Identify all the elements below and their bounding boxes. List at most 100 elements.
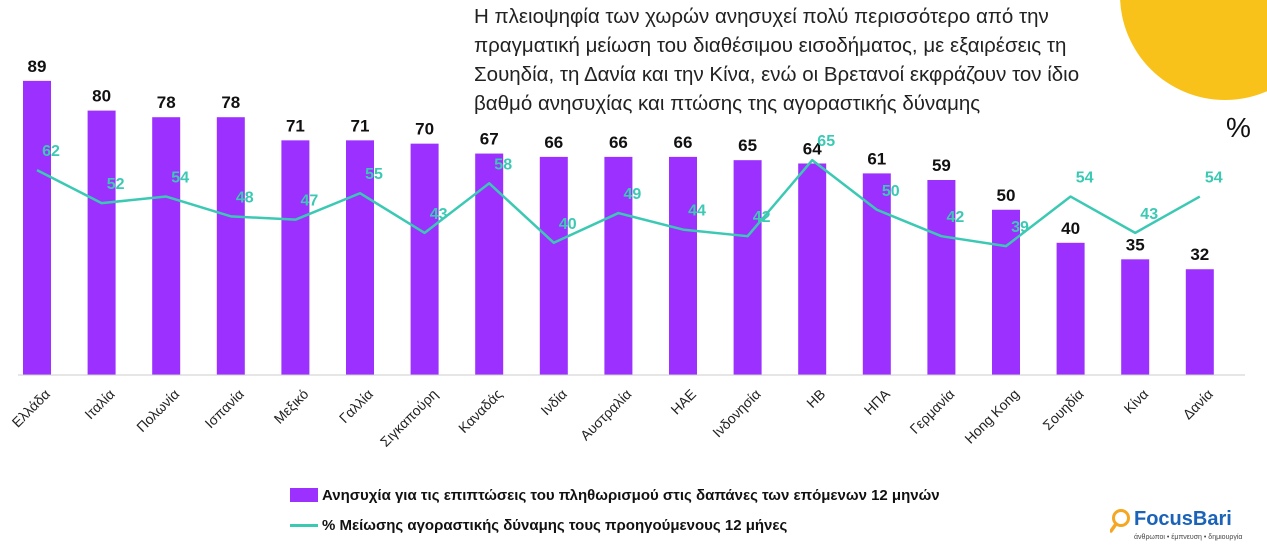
bar	[604, 156, 633, 375]
x-tick-label: Δανία	[1179, 386, 1216, 423]
line-value-label: 52	[107, 176, 125, 193]
x-tick-label: Ινδονησία	[709, 386, 764, 441]
bar-value-label: 78	[221, 93, 240, 112]
bar-value-label: 66	[609, 133, 628, 152]
bar	[475, 153, 504, 375]
bar	[733, 160, 762, 375]
legend-line-swatch	[290, 523, 318, 527]
x-tick-label: Πολωνία	[133, 386, 182, 435]
x-tick-label: Σιγκαπούρη	[377, 386, 441, 450]
subtitle-line: Σουηδία, τη Δανία και την Κίνα, ενώ οι Β…	[474, 63, 1080, 86]
line-value-label: 40	[559, 216, 577, 233]
unit-label: %	[1226, 112, 1251, 143]
bar-value-label: 64	[803, 139, 822, 158]
x-tick-label: ΗΠΑ	[861, 385, 894, 418]
bar	[1185, 269, 1214, 375]
line-value-label: 50	[882, 183, 900, 200]
x-tick-label: Ισπανία	[201, 386, 246, 431]
bar	[992, 209, 1020, 375]
bar-value-label: 66	[544, 133, 563, 152]
subtitle-line: πραγματική μείωση του διαθέσιμου εισοδήμ…	[474, 34, 1067, 57]
bar-value-label: 61	[867, 149, 886, 168]
series-line	[36, 158, 1201, 248]
line-value-label: 44	[688, 203, 706, 220]
bar	[152, 117, 181, 376]
bar-value-label: 65	[738, 136, 757, 155]
line-value-label: 43	[430, 206, 448, 223]
bar	[1056, 242, 1085, 375]
bar	[798, 163, 827, 375]
bar	[346, 140, 374, 375]
legend-bar-label: Ανησυχία για τις επιπτώσεις του πληθωρισ…	[322, 486, 940, 504]
x-tick-label: ΗΑΕ	[667, 386, 699, 418]
line-value-labels: 62 52 54 48 47 55 43 58 40 49 44 42 65 50 42 39 54 43 54	[42, 133, 1223, 236]
line-value-label: 47	[301, 193, 319, 210]
x-tick-label: Γαλλία	[336, 386, 376, 426]
decorative-accent-circle	[1120, 0, 1267, 100]
bar-value-label: 89	[28, 57, 47, 76]
x-tick-labels: Ελλάδα Ιταλία Πολωνία Ισπανία Μεξικό Γαλλία Σι…	[8, 385, 1215, 449]
bar-value-label: 71	[351, 116, 370, 135]
line-value-label: 48	[236, 189, 254, 206]
line-value-label: 54	[1205, 170, 1223, 187]
line-value-label: 42	[753, 209, 771, 226]
legend-item-bar: Ανησυχία για τις επιπτώσεις του πληθωρισ…	[290, 480, 940, 510]
bar-value-label: 50	[997, 186, 1016, 205]
line-value-label: 62	[42, 143, 60, 160]
legend: Ανησυχία για τις επιπτώσεις του πληθωρισ…	[290, 480, 940, 540]
bar-value-label: 70	[415, 120, 434, 139]
legend-line-label: % Μείωσης αγοραστικής δύναμης τους προηγ…	[322, 516, 788, 534]
subtitle-line: βαθμό ανησυχίας και πτώσης της αγοραστικ…	[474, 92, 981, 115]
bar-value-label: 35	[1126, 235, 1145, 254]
bar	[87, 110, 116, 375]
x-tick-label: Κίνα	[1121, 386, 1152, 417]
bar-value-label: 40	[1061, 219, 1080, 238]
bar-value-label: 80	[92, 87, 111, 106]
line-value-label: 39	[1011, 219, 1029, 236]
x-tick-label: Αυστραλία	[577, 386, 635, 444]
legend-bar-swatch	[290, 488, 318, 502]
bar-value-label: 67	[480, 130, 499, 149]
focusbari-logo: FocusBari άνθρωποι • έμπνευση • δημιουργ…	[1110, 506, 1260, 550]
bar	[216, 117, 245, 376]
bar-value-label: 66	[674, 133, 693, 152]
x-tick-label: Ιταλία	[81, 386, 117, 422]
bar-value-label: 71	[286, 116, 305, 135]
x-tick-label: Σουηδία	[1039, 386, 1086, 433]
line-value-label: 43	[1140, 206, 1158, 223]
line-value-label: 55	[365, 166, 383, 183]
bar	[539, 156, 568, 375]
bar-series	[23, 80, 1214, 376]
bar-value-label: 78	[157, 93, 176, 112]
x-tick-label: Γερμανία	[906, 386, 957, 437]
bar	[862, 173, 891, 375]
x-tick-label: Ελλάδα	[8, 386, 53, 431]
x-tick-label: Καναδάς	[455, 386, 505, 436]
x-tick-label: Ινδία	[537, 386, 569, 418]
logo-name: FocusBari	[1134, 508, 1232, 530]
x-tick-label: Μεξικό	[271, 386, 312, 427]
chart-subtitle: Η πλειοψηφία των χωρών ανησυχεί πολύ περ…	[474, 2, 1154, 118]
line-value-label: 54	[1076, 170, 1094, 187]
x-tick-label: ΗΒ	[803, 386, 828, 411]
bar	[281, 140, 310, 375]
bar	[669, 156, 697, 375]
line-value-label: 65	[817, 133, 835, 150]
bar	[23, 80, 51, 375]
line-value-label: 49	[624, 186, 642, 203]
legend-item-line: % Μείωσης αγοραστικής δύναμης τους προηγ…	[290, 510, 940, 540]
x-tick-label: Hong Kong	[961, 386, 1022, 447]
bar	[410, 143, 439, 375]
line-value-label: 42	[947, 209, 965, 226]
logo-tagline: άνθρωποι • έμπνευση • δημιουργία	[1134, 534, 1243, 541]
bar-value-label: 59	[932, 156, 951, 175]
bar-value-label: 32	[1190, 245, 1209, 264]
magnifier-icon	[1110, 509, 1130, 533]
line-series	[36, 158, 1201, 248]
bar	[927, 180, 956, 375]
subtitle-line: Η πλειοψηφία των χωρών ανησυχεί πολύ περ…	[474, 5, 1049, 28]
line-value-label: 58	[494, 156, 512, 173]
bar	[1121, 259, 1150, 375]
